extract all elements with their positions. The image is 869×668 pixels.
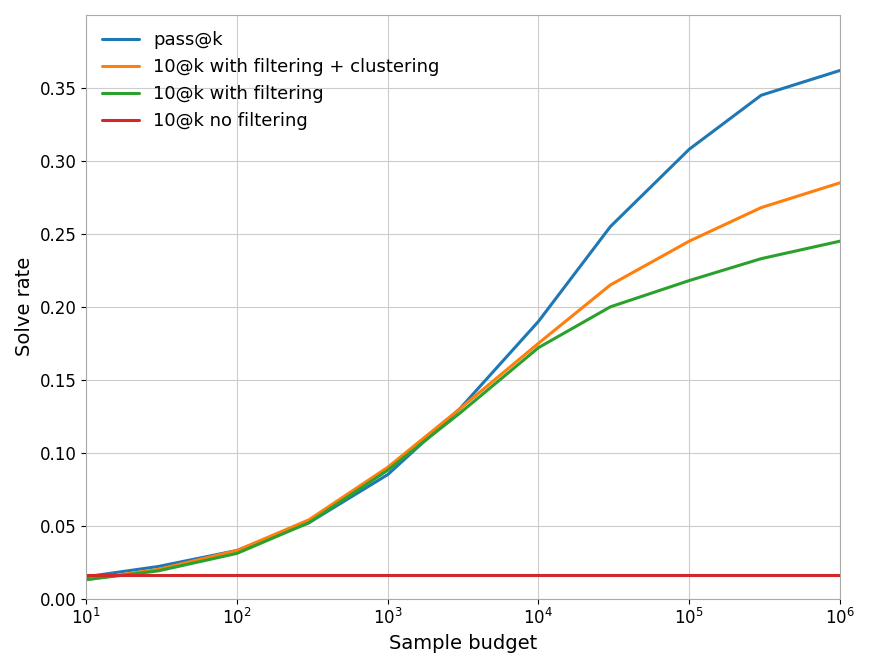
10@k with filtering + clustering: [231, 546, 242, 554]
X-axis label: Sample budget: Sample budget: [388, 634, 536, 653]
10@k with filtering: [834, 237, 845, 245]
10@k with filtering + clustering: [303, 516, 314, 524]
Legend: pass@k, 10@k with filtering + clustering, 10@k with filtering, 10@k no filtering: pass@k, 10@k with filtering + clustering…: [95, 24, 446, 138]
10@k with filtering + clustering: [81, 576, 91, 584]
pass@k: [605, 222, 615, 230]
Line: pass@k: pass@k: [86, 70, 839, 576]
Line: 10@k with filtering: 10@k with filtering: [86, 241, 839, 580]
pass@k: [231, 546, 242, 554]
10@k with filtering: [533, 343, 543, 351]
pass@k: [153, 562, 163, 570]
10@k with filtering: [231, 549, 242, 557]
pass@k: [454, 405, 464, 413]
10@k with filtering + clustering: [605, 281, 615, 289]
10@k with filtering: [303, 519, 314, 527]
10@k with filtering: [755, 255, 766, 263]
10@k with filtering + clustering: [755, 204, 766, 212]
Line: 10@k with filtering + clustering: 10@k with filtering + clustering: [86, 183, 839, 580]
Y-axis label: Solve rate: Solve rate: [15, 257, 34, 357]
10@k with filtering: [683, 277, 693, 285]
10@k with filtering + clustering: [533, 339, 543, 347]
10@k with filtering + clustering: [683, 237, 693, 245]
10@k with filtering: [81, 576, 91, 584]
10@k with filtering + clustering: [834, 179, 845, 187]
10@k with filtering: [382, 466, 393, 474]
pass@k: [683, 145, 693, 153]
10@k with filtering: [153, 567, 163, 575]
pass@k: [303, 519, 314, 527]
pass@k: [81, 572, 91, 580]
pass@k: [533, 317, 543, 325]
10@k with filtering: [454, 409, 464, 418]
pass@k: [834, 66, 845, 74]
10@k with filtering + clustering: [454, 405, 464, 413]
pass@k: [755, 92, 766, 100]
10@k with filtering: [605, 303, 615, 311]
pass@k: [382, 470, 393, 478]
10@k with filtering + clustering: [382, 464, 393, 472]
10@k with filtering + clustering: [153, 565, 163, 573]
